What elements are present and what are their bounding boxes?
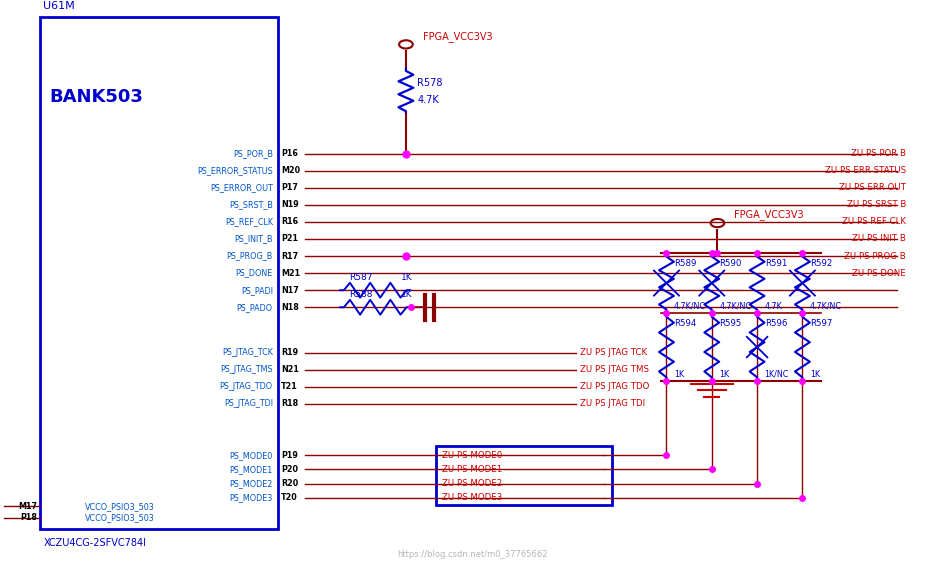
Text: PS_JTAG_TCK: PS_JTAG_TCK xyxy=(222,348,273,357)
Text: ZU PS JTAG TDI: ZU PS JTAG TDI xyxy=(580,399,645,409)
Text: 1K: 1K xyxy=(810,370,820,379)
Text: N19: N19 xyxy=(281,200,299,209)
Text: VCCO_PSIO3_503: VCCO_PSIO3_503 xyxy=(85,502,155,511)
Bar xyxy=(436,446,612,505)
Text: PS_INIT_B: PS_INIT_B xyxy=(234,234,273,244)
Text: 4.7K/NC: 4.7K/NC xyxy=(674,302,706,311)
Text: ZU PS ERR STATUS: ZU PS ERR STATUS xyxy=(825,166,906,175)
Text: N18: N18 xyxy=(281,303,299,312)
Text: ZU PS PROG B: ZU PS PROG B xyxy=(845,251,906,261)
Text: PS_JTAG_TDI: PS_JTAG_TDI xyxy=(224,399,273,409)
Text: 1K: 1K xyxy=(401,273,413,282)
Text: PS_POR_B: PS_POR_B xyxy=(233,149,273,158)
Text: M20: M20 xyxy=(281,166,300,175)
Text: R589: R589 xyxy=(674,259,697,268)
Text: R597: R597 xyxy=(810,319,833,328)
Text: R578: R578 xyxy=(417,77,443,88)
Text: P21: P21 xyxy=(281,234,298,244)
Text: PS_JTAG_TDO: PS_JTAG_TDO xyxy=(220,382,273,391)
Text: FPGA_VCC3V3: FPGA_VCC3V3 xyxy=(423,31,493,43)
Text: ZU PS ERR OUT: ZU PS ERR OUT xyxy=(839,183,906,192)
Text: ZU PS MODE2: ZU PS MODE2 xyxy=(442,479,502,488)
Text: R18: R18 xyxy=(281,399,298,409)
Text: R590: R590 xyxy=(719,259,742,268)
Text: P16: P16 xyxy=(281,149,298,158)
Text: PS_MODE1: PS_MODE1 xyxy=(229,465,273,474)
Text: R20: R20 xyxy=(281,479,298,488)
Text: XCZU4CG-2SFVC784I: XCZU4CG-2SFVC784I xyxy=(43,538,146,549)
Text: ZU PS JTAG TMS: ZU PS JTAG TMS xyxy=(580,365,649,374)
Text: ZU PS INIT B: ZU PS INIT B xyxy=(852,234,906,244)
Text: 1K: 1K xyxy=(719,370,730,379)
Text: ZU PS MODE0: ZU PS MODE0 xyxy=(442,451,502,460)
Text: FPGA_VCC3V3: FPGA_VCC3V3 xyxy=(734,209,804,220)
Text: PS_PROG_B: PS_PROG_B xyxy=(227,251,273,261)
Text: 4.7K/NC: 4.7K/NC xyxy=(810,302,842,311)
Text: VCCO_PSIO3_503: VCCO_PSIO3_503 xyxy=(85,513,155,522)
Text: 1K: 1K xyxy=(401,290,413,299)
Text: ZU PS JTAG TDO: ZU PS JTAG TDO xyxy=(580,382,649,391)
Text: 1K/NC: 1K/NC xyxy=(765,370,789,379)
Text: T21: T21 xyxy=(281,382,298,391)
Text: N17: N17 xyxy=(281,286,299,295)
Text: ZU PS DONE: ZU PS DONE xyxy=(852,269,906,278)
Text: P18: P18 xyxy=(20,513,37,522)
Text: R588: R588 xyxy=(349,290,373,299)
Text: N21: N21 xyxy=(281,365,299,374)
Text: ZU PS MODE3: ZU PS MODE3 xyxy=(442,493,502,502)
Text: 1K: 1K xyxy=(674,370,684,379)
Text: PS_REF_CLK: PS_REF_CLK xyxy=(225,217,273,226)
Text: P19: P19 xyxy=(281,451,298,460)
Text: ZU PS JTAG TCK: ZU PS JTAG TCK xyxy=(580,348,647,357)
Text: PS_JTAG_TMS: PS_JTAG_TMS xyxy=(220,365,273,374)
Text: R16: R16 xyxy=(281,217,298,226)
Text: T20: T20 xyxy=(281,493,298,502)
Text: PS_MODE0: PS_MODE0 xyxy=(229,451,273,460)
Text: R587: R587 xyxy=(349,273,373,282)
Text: https://blog.csdn.net/m0_37765662: https://blog.csdn.net/m0_37765662 xyxy=(396,550,548,559)
Text: ZU PS POR B: ZU PS POR B xyxy=(851,149,906,158)
Text: M17: M17 xyxy=(18,502,37,511)
Text: M21: M21 xyxy=(281,269,300,278)
Text: ZU PS MODE1: ZU PS MODE1 xyxy=(442,465,502,474)
Text: PS_SRST_B: PS_SRST_B xyxy=(229,200,273,209)
Text: R592: R592 xyxy=(810,259,833,268)
Text: R596: R596 xyxy=(765,319,787,328)
Text: R595: R595 xyxy=(719,319,742,328)
Text: PS_ERROR_STATUS: PS_ERROR_STATUS xyxy=(197,166,273,175)
Text: U61M: U61M xyxy=(43,1,76,11)
Text: PS_PADI: PS_PADI xyxy=(241,286,273,295)
Text: 4.7K/NC: 4.7K/NC xyxy=(719,302,751,311)
Text: R594: R594 xyxy=(674,319,697,328)
Text: BANK503: BANK503 xyxy=(49,88,143,106)
Text: 4.7K: 4.7K xyxy=(765,302,783,311)
Text: PS_MODE2: PS_MODE2 xyxy=(229,479,273,488)
Text: ZU PS SRST B: ZU PS SRST B xyxy=(847,200,906,209)
Text: ZU PS REF CLK: ZU PS REF CLK xyxy=(842,217,906,226)
Text: P17: P17 xyxy=(281,183,298,192)
Text: R19: R19 xyxy=(281,348,298,357)
Text: PS_PADO: PS_PADO xyxy=(237,303,273,312)
Bar xyxy=(40,17,278,529)
Text: PS_DONE: PS_DONE xyxy=(236,269,273,278)
Text: P20: P20 xyxy=(281,465,298,474)
Text: R17: R17 xyxy=(281,251,298,261)
Text: PS_ERROR_OUT: PS_ERROR_OUT xyxy=(210,183,273,192)
Text: 4.7K: 4.7K xyxy=(417,94,439,105)
Text: PS_MODE3: PS_MODE3 xyxy=(229,493,273,502)
Text: R591: R591 xyxy=(765,259,787,268)
